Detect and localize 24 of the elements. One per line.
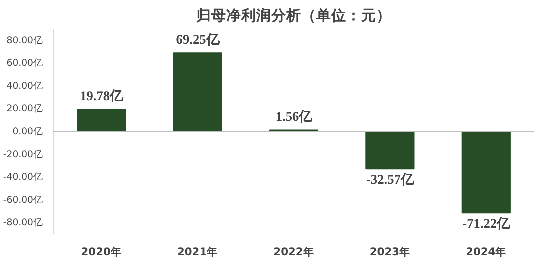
y-tick-label: 20.00亿: [6, 104, 43, 115]
x-tick-label: 2021年: [177, 246, 218, 258]
bar: [366, 132, 415, 170]
y-tick-label: -60.00亿: [3, 194, 43, 206]
y-tick-label: 0.00亿: [12, 126, 43, 138]
y-tick-label: 80.00亿: [6, 35, 43, 46]
data-label: 19.78亿: [80, 88, 124, 104]
data-label: 1.56亿: [276, 109, 314, 124]
chart-title: 归母净利润分析（单位：元）: [196, 6, 392, 24]
y-tick-label: -20.00亿: [3, 149, 43, 160]
bar: [462, 132, 511, 214]
data-label: 69.25亿: [176, 32, 220, 48]
y-tick-label: 40.00亿: [6, 80, 43, 92]
y-tick-label: 60.00亿: [6, 58, 43, 70]
x-tick-label: 2022年: [274, 246, 314, 258]
x-tick-label: 2024年: [466, 246, 507, 258]
bar: [77, 108, 126, 132]
y-tick-label: -40.00亿: [3, 172, 43, 184]
bar: [173, 52, 222, 132]
data-label: -71.22亿: [462, 216, 512, 232]
x-tick-label: 2023年: [370, 246, 411, 258]
x-tick-label: 2020年: [81, 246, 122, 258]
y-tick-label: -80.00亿: [3, 218, 43, 229]
data-label: -32.57亿: [366, 172, 415, 188]
